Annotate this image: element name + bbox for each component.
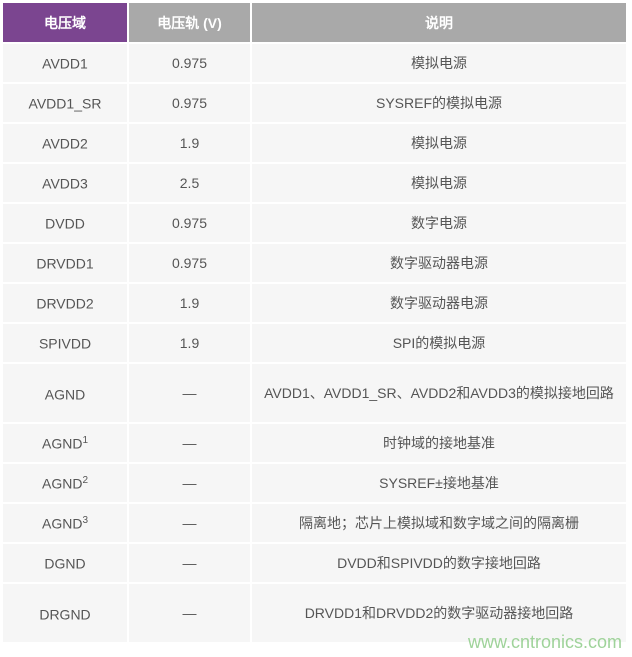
header-rail: 电压轨 (V) [129, 3, 250, 42]
footnote-marker: 2 [82, 474, 88, 486]
description-cell: SPI的模拟电源 [252, 324, 626, 362]
table-row: AVDD2 1.9 模拟电源 [3, 124, 626, 162]
domain-cell: DVDD [3, 204, 127, 242]
description-cell: 数字电源 [252, 204, 626, 242]
rail-cell: 1.9 [129, 284, 250, 322]
rail-cell: 0.975 [129, 244, 250, 282]
rail-cell: — [129, 544, 250, 582]
domain-cell: DRGND [3, 584, 127, 642]
description-cell: 数字驱动器电源 [252, 284, 626, 322]
domain-cell: AGND3 [3, 504, 127, 542]
table-row: AGND — AVDD1、AVDD1_SR、AVDD2和AVDD3的模拟接地回路 [3, 364, 626, 422]
domain-cell: AVDD3 [3, 164, 127, 202]
rail-cell: — [129, 584, 250, 642]
header-domain: 电压域 [3, 3, 127, 42]
domain-cell: AGND2 [3, 464, 127, 502]
domain-cell: AGND [3, 364, 127, 422]
rail-cell: — [129, 364, 250, 422]
table-row: DRGND — DRVDD1和DRVDD2的数字驱动器接地回路 [3, 584, 626, 642]
table-row: SPIVDD 1.9 SPI的模拟电源 [3, 324, 626, 362]
table-row: AVDD3 2.5 模拟电源 [3, 164, 626, 202]
table-row: AGND3 — 隔离地；芯片上模拟域和数字域之间的隔离栅 [3, 504, 626, 542]
rail-cell: — [129, 424, 250, 462]
header-row: 电压域 电压轨 (V) 说明 [3, 3, 626, 42]
rail-cell: 1.9 [129, 324, 250, 362]
rail-cell: 0.975 [129, 84, 250, 122]
description-cell: SYSREF±接地基准 [252, 464, 626, 502]
domain-cell: AGND1 [3, 424, 127, 462]
rail-cell: — [129, 504, 250, 542]
rail-cell: — [129, 464, 250, 502]
watermark: www.cntronics.com [467, 632, 622, 652]
domain-cell: SPIVDD [3, 324, 127, 362]
domain-cell: AVDD1 [3, 44, 127, 82]
rail-cell: 0.975 [129, 204, 250, 242]
footnote-marker: 3 [82, 514, 88, 526]
table-row: AVDD1 0.975 模拟电源 [3, 44, 626, 82]
domain-cell: DRVDD2 [3, 284, 127, 322]
description-cell: SYSREF的模拟电源 [252, 84, 626, 122]
description-cell: 隔离地；芯片上模拟域和数字域之间的隔离栅 [252, 504, 626, 542]
description-cell: 模拟电源 [252, 44, 626, 82]
description-cell: DVDD和SPIVDD的数字接地回路 [252, 544, 626, 582]
domain-cell: AVDD1_SR [3, 84, 127, 122]
table-row: DRVDD2 1.9 数字驱动器电源 [3, 284, 626, 322]
table-row: AGND1 — 时钟域的接地基准 [3, 424, 626, 462]
description-cell: 时钟域的接地基准 [252, 424, 626, 462]
description-cell: 模拟电源 [252, 164, 626, 202]
table-row: AGND2 — SYSREF±接地基准 [3, 464, 626, 502]
description-cell: AVDD1、AVDD1_SR、AVDD2和AVDD3的模拟接地回路 [252, 364, 626, 422]
rail-cell: 1.9 [129, 124, 250, 162]
voltage-domain-table: 电压域 电压轨 (V) 说明 AVDD1 0.975 模拟电源 AVDD1_SR … [1, 1, 628, 644]
header-description: 说明 [252, 3, 626, 42]
table-row: AVDD1_SR 0.975 SYSREF的模拟电源 [3, 84, 626, 122]
description-cell: DRVDD1和DRVDD2的数字驱动器接地回路 [252, 584, 626, 642]
table-row: DRVDD1 0.975 数字驱动器电源 [3, 244, 626, 282]
footnote-marker: 1 [82, 434, 88, 446]
rail-cell: 0.975 [129, 44, 250, 82]
table-row: DGND — DVDD和SPIVDD的数字接地回路 [3, 544, 626, 582]
domain-cell: AVDD2 [3, 124, 127, 162]
table-row: DVDD 0.975 数字电源 [3, 204, 626, 242]
rail-cell: 2.5 [129, 164, 250, 202]
description-cell: 数字驱动器电源 [252, 244, 626, 282]
description-cell: 模拟电源 [252, 124, 626, 162]
domain-cell: DGND [3, 544, 127, 582]
domain-cell: DRVDD1 [3, 244, 127, 282]
